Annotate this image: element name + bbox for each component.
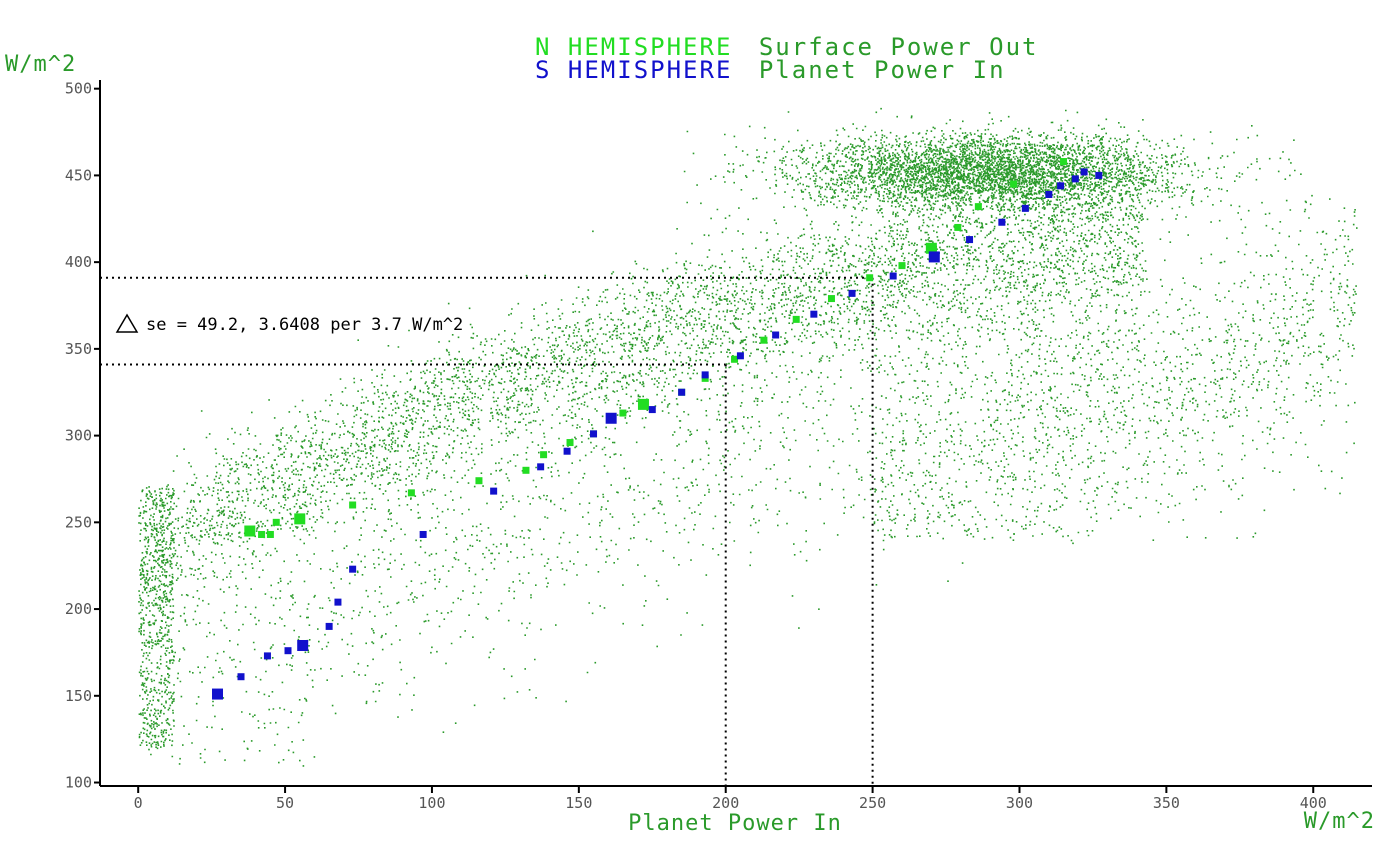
north-point (349, 501, 357, 509)
south-point (297, 639, 309, 651)
north-point (637, 398, 649, 410)
south-point (928, 251, 940, 263)
y-tick-label: 250 (65, 513, 92, 531)
north-point (760, 336, 768, 344)
delta-triangle-icon (115, 313, 139, 333)
north-point (540, 451, 548, 459)
north-point (792, 315, 800, 323)
south-point (419, 530, 427, 538)
title-line-1-prefix: N HEMISPHERE (535, 33, 732, 61)
y-axis-ticks: 100 150 200 250 300 350 400 450 500 (65, 80, 100, 792)
north-point (731, 355, 739, 363)
x-axis-ticks: 0 50 100 150 200 250 300 350 400 (134, 786, 1327, 812)
south-point (284, 647, 292, 655)
south-point (537, 463, 545, 471)
y-tick-label: 350 (65, 340, 92, 358)
south-point (736, 352, 744, 360)
north-point (827, 295, 835, 303)
x-tick-label: 50 (276, 794, 294, 812)
north-point (258, 530, 266, 538)
y-tick-label: 200 (65, 600, 92, 618)
north-point (954, 223, 962, 231)
north-point (974, 203, 982, 211)
y-axis-unit: W/m^2 (5, 52, 76, 77)
annotation-text: se = 49.2, 3.6408 per 3.7 W/m^2 (146, 315, 463, 335)
y-tick-label: 400 (65, 253, 92, 271)
north-point (866, 274, 874, 282)
x-tick-label: 300 (1006, 794, 1033, 812)
title-line-2-rest: Planet Power In (759, 56, 1006, 84)
south-point (772, 331, 780, 339)
x-axis-label: Planet Power In (628, 811, 842, 836)
y-tick-label: 450 (65, 166, 92, 184)
south-point (263, 652, 271, 660)
south-point (237, 673, 245, 681)
north-point (925, 242, 937, 254)
x-tick-label: 0 (134, 794, 143, 812)
annotation: se = 49.2, 3.6408 per 3.7 W/m^2 (115, 313, 463, 335)
x-tick-label: 400 (1300, 794, 1327, 812)
x-axis-unit: W/m^2 (1304, 809, 1375, 834)
y-tick-label: 150 (65, 687, 92, 705)
x-tick-label: 350 (1153, 794, 1180, 812)
background-points (138, 107, 1358, 767)
south-point (966, 236, 974, 244)
south-point (334, 598, 342, 606)
south-point (889, 272, 897, 280)
south-point (1080, 168, 1088, 176)
north-point (619, 409, 627, 417)
south-point (1095, 171, 1103, 179)
north-point (407, 489, 415, 497)
south-point (605, 412, 617, 424)
north-point (522, 466, 530, 474)
north-point (272, 518, 280, 526)
north-point (266, 530, 274, 538)
title-line-1: N HEMISPHERE Surface Power Out (535, 33, 1038, 61)
south-point (810, 310, 818, 318)
north-point (898, 262, 906, 270)
axes (99, 80, 1372, 787)
title-line-1-rest: Surface Power Out (759, 33, 1039, 61)
north-point (1060, 158, 1068, 166)
south-point (1057, 182, 1065, 190)
south-point (590, 430, 598, 438)
south-point (1045, 190, 1053, 198)
x-tick-label: 150 (565, 794, 592, 812)
x-tick-label: 100 (418, 794, 445, 812)
series-south-hemisphere (212, 168, 1103, 700)
south-point (701, 371, 709, 379)
y-tick-label: 500 (65, 80, 92, 98)
south-point (349, 565, 357, 573)
south-point (212, 688, 224, 700)
south-point (325, 622, 333, 630)
north-point (475, 477, 483, 485)
series-north-hemisphere (244, 158, 1068, 538)
south-point (848, 289, 856, 297)
y-tick-label: 100 (65, 774, 92, 792)
south-point (1021, 204, 1029, 212)
south-point (1071, 175, 1079, 183)
south-point (678, 388, 686, 396)
north-point (244, 525, 256, 537)
south-point (490, 487, 498, 495)
title-line-2: S HEMISPHERE Planet Power In (535, 56, 1006, 84)
north-point (566, 439, 574, 447)
guide-lines (100, 276, 874, 786)
north-point (294, 513, 306, 525)
north-point (1010, 180, 1018, 188)
background-scatter-cloud (138, 107, 1358, 767)
title-line-2-prefix: S HEMISPHERE (535, 56, 732, 84)
x-tick-label: 250 (859, 794, 886, 812)
south-point (648, 406, 656, 414)
y-tick-label: 300 (65, 427, 92, 445)
x-tick-label: 200 (712, 794, 739, 812)
south-point (998, 218, 1006, 226)
south-point (563, 447, 571, 455)
